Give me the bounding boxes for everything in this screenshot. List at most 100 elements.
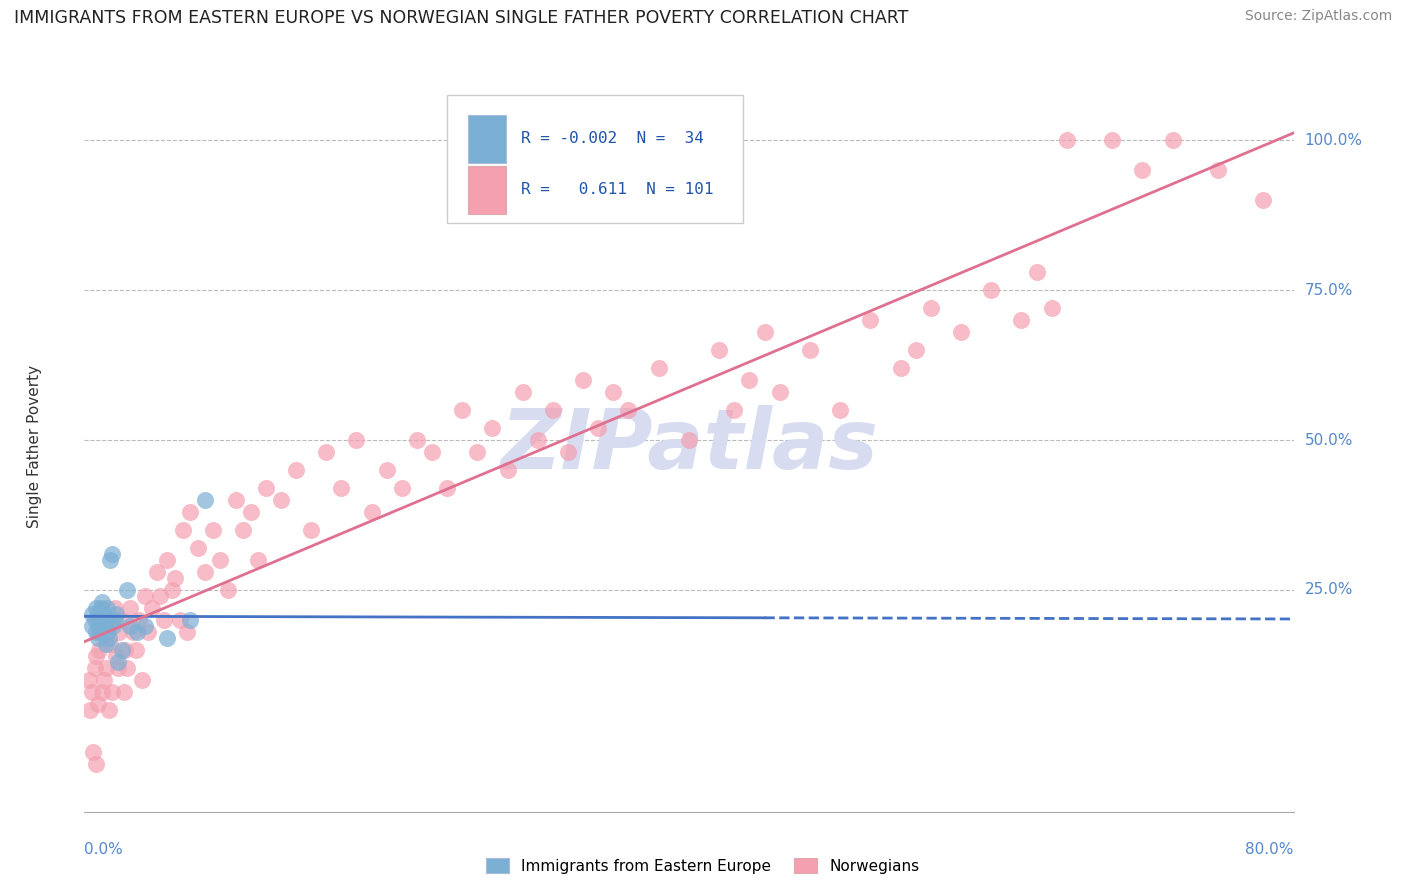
Point (496, 463, 519, 477)
Point (94, 637, 117, 651)
Point (451, 403, 474, 417)
Point (217, 582, 239, 597)
Point (232, 523, 254, 537)
Point (86, 600, 108, 615)
Point (82, 745, 104, 759)
Point (104, 600, 127, 615)
Point (299, 523, 322, 537)
Point (136, 624, 159, 639)
Point (165, 571, 187, 585)
Point (125, 643, 148, 657)
Text: 25.0%: 25.0% (1305, 582, 1353, 598)
FancyBboxPatch shape (447, 95, 744, 223)
Point (111, 643, 134, 657)
Point (247, 553, 270, 567)
Point (602, 385, 624, 400)
Point (330, 481, 353, 495)
Point (141, 600, 163, 615)
Point (84, 613, 107, 627)
Text: 100.0%: 100.0% (1305, 133, 1362, 148)
Point (799, 343, 821, 357)
Point (209, 553, 232, 567)
Point (1206, 163, 1229, 178)
Point (89, 619, 111, 633)
Point (187, 541, 209, 555)
Point (127, 624, 149, 639)
Point (436, 481, 458, 495)
Point (80, 685, 103, 699)
Point (225, 492, 247, 507)
Text: Single Father Poverty: Single Father Poverty (27, 365, 42, 527)
Point (406, 433, 429, 447)
Point (91, 613, 114, 627)
Point (769, 385, 792, 400)
Point (84, 661, 107, 675)
Point (346, 433, 368, 447)
Legend: Immigrants from Eastern Europe, Norwegians: Immigrants from Eastern Europe, Norwegia… (481, 852, 925, 880)
Text: 0.0%: 0.0% (84, 842, 124, 857)
Point (89, 607, 111, 621)
Point (156, 631, 179, 645)
Point (1253, 193, 1275, 207)
Point (156, 553, 179, 567)
Point (96, 624, 118, 639)
Point (1161, 133, 1184, 147)
Point (315, 445, 337, 459)
Point (90, 600, 112, 615)
Point (617, 403, 640, 417)
Point (87, 631, 110, 645)
Point (153, 613, 176, 627)
Point (420, 445, 443, 459)
Point (149, 589, 172, 603)
Point (114, 643, 136, 657)
Point (98, 553, 121, 567)
Point (557, 445, 579, 459)
Text: Source: ZipAtlas.com: Source: ZipAtlas.com (1244, 9, 1392, 23)
Text: R =   0.611  N = 101: R = 0.611 N = 101 (520, 183, 713, 197)
Point (904, 343, 927, 357)
Point (96, 613, 118, 627)
Point (94, 613, 117, 627)
Point (118, 600, 141, 615)
Point (105, 607, 128, 621)
Point (80, 619, 103, 633)
Text: 80.0%: 80.0% (1246, 842, 1294, 857)
Point (1130, 163, 1153, 178)
Point (1056, 133, 1078, 147)
Text: IMMIGRANTS FROM EASTERN EUROPE VS NORWEGIAN SINGLE FATHER POVERTY CORRELATION CH: IMMIGRANTS FROM EASTERN EUROPE VS NORWEG… (14, 9, 908, 27)
Point (93, 673, 115, 687)
Point (541, 403, 564, 417)
Point (87, 697, 110, 711)
Point (588, 421, 610, 435)
Point (104, 613, 127, 627)
Point (77, 673, 100, 687)
Point (80, 607, 103, 621)
Point (738, 373, 761, 387)
Point (101, 619, 124, 633)
Point (89, 624, 111, 639)
Point (527, 433, 550, 447)
Text: ZIPatlas: ZIPatlas (501, 406, 877, 486)
Point (481, 421, 503, 435)
Point (830, 403, 852, 417)
Point (1101, 133, 1123, 147)
Point (179, 613, 201, 627)
Point (105, 648, 128, 663)
Point (111, 613, 134, 627)
Point (97, 631, 120, 645)
Point (176, 624, 198, 639)
Point (91, 685, 114, 699)
Point (89, 643, 111, 657)
Point (108, 624, 131, 639)
Point (1025, 265, 1047, 279)
Point (98, 637, 121, 651)
Point (709, 343, 731, 357)
Point (90, 624, 112, 639)
Point (179, 505, 201, 519)
Point (94, 661, 117, 675)
Point (134, 589, 156, 603)
Text: 75.0%: 75.0% (1305, 283, 1353, 298)
Point (100, 685, 122, 699)
Point (239, 505, 262, 519)
Text: R = -0.002  N =  34: R = -0.002 N = 34 (520, 131, 704, 146)
